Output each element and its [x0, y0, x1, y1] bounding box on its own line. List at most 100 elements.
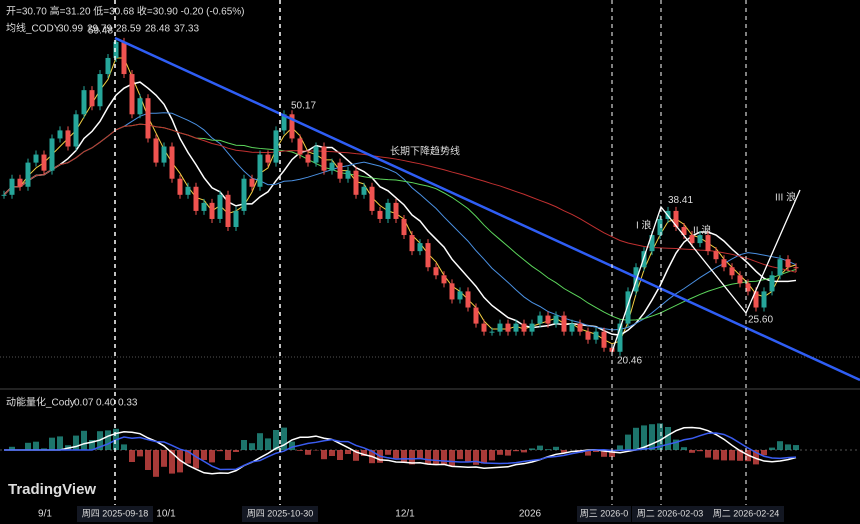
candle [313, 146, 319, 163]
histogram-bar [697, 450, 703, 452]
histogram-bar [441, 450, 447, 465]
candle [257, 154, 263, 187]
indicator-value: 0.07 [74, 398, 94, 409]
histogram-bar [489, 450, 495, 461]
price-annotation: 20.46 [617, 356, 642, 367]
candle [345, 170, 351, 179]
histogram-bar [497, 450, 503, 455]
candle [169, 146, 175, 179]
candle [617, 323, 623, 352]
candle [249, 178, 255, 187]
candle [89, 90, 95, 107]
candle [193, 186, 199, 211]
histogram-bar [761, 450, 767, 456]
trend-line [114, 36, 860, 382]
candle [401, 218, 407, 236]
candle [209, 202, 215, 219]
candle [361, 186, 367, 195]
histogram-bar [457, 450, 463, 460]
candle [289, 114, 295, 139]
candle [129, 74, 135, 115]
wave-lines [611, 189, 801, 353]
candle [673, 210, 679, 228]
candle [81, 90, 87, 115]
candle [601, 331, 607, 348]
indicator-value: 0.40 [96, 398, 116, 409]
histogram-bar [681, 447, 687, 450]
candle [385, 202, 391, 219]
candle [697, 235, 703, 244]
histogram-bar [521, 450, 527, 453]
price-annotation: 50.17 [291, 101, 316, 112]
histogram-bar [753, 450, 759, 465]
candle [417, 243, 423, 252]
histogram-bar [465, 450, 471, 462]
histogram-bar [161, 450, 167, 467]
ma-value: 37.33 [174, 24, 199, 35]
wave-label: 长期下降趋势线 [390, 145, 460, 158]
candle [297, 138, 303, 155]
histogram-bar [217, 450, 223, 452]
histogram-bar [721, 450, 727, 461]
brand: TradingView [8, 481, 96, 498]
candle [753, 291, 759, 308]
price-annotation: 38.41 [668, 195, 693, 206]
candle [497, 323, 503, 332]
marker-box [577, 506, 631, 522]
candle [409, 235, 415, 252]
histogram-bar [153, 450, 159, 477]
histogram-bar [169, 450, 175, 474]
histogram-bar [249, 443, 255, 450]
histogram-bar [329, 450, 335, 456]
candle [489, 331, 495, 333]
candle [33, 154, 39, 163]
histogram-bar [337, 450, 343, 460]
histogram-bar [193, 450, 199, 469]
candle [657, 218, 663, 236]
ma-line [3, 81, 797, 336]
candle [25, 162, 31, 187]
marker-box [708, 506, 784, 522]
histogram-bar [393, 450, 399, 459]
candle [449, 283, 455, 300]
ma-value: 28.59 [116, 24, 141, 35]
indicator-value: 0.33 [118, 398, 138, 409]
candle [273, 130, 279, 163]
candle [185, 186, 191, 195]
candle [793, 267, 799, 269]
histogram-bar [537, 445, 543, 450]
histogram-bar [201, 450, 207, 460]
candle [513, 323, 519, 332]
candle [705, 235, 711, 252]
candle [521, 323, 527, 332]
candle [353, 170, 359, 195]
candle [393, 202, 399, 219]
candle [689, 235, 695, 244]
candle [201, 202, 207, 211]
ma-line [3, 112, 797, 331]
candle [553, 315, 559, 324]
candle [457, 291, 463, 300]
candle [577, 323, 583, 332]
candle [369, 186, 375, 211]
histogram-bar [713, 450, 719, 460]
histogram-bar [265, 438, 271, 450]
candle [441, 275, 447, 284]
marker-date: 周二 2026-02-24 [713, 508, 780, 518]
histogram-bar [41, 448, 47, 450]
candle [529, 323, 535, 332]
histogram-bar [657, 423, 663, 450]
wave-label: III 浪 [775, 191, 796, 204]
candle [233, 210, 239, 228]
histogram-bar [9, 446, 15, 450]
histogram-bar [257, 433, 263, 450]
histogram-bar [233, 450, 239, 452]
candle [761, 291, 767, 308]
histogram-bar [209, 450, 215, 463]
histogram-bar [737, 450, 743, 461]
marker-date: 周三 2026-0 [580, 508, 629, 518]
histogram-bar [617, 445, 623, 450]
histogram-bar [137, 450, 143, 457]
histogram-bar [289, 441, 295, 450]
histogram-bar [353, 450, 359, 461]
